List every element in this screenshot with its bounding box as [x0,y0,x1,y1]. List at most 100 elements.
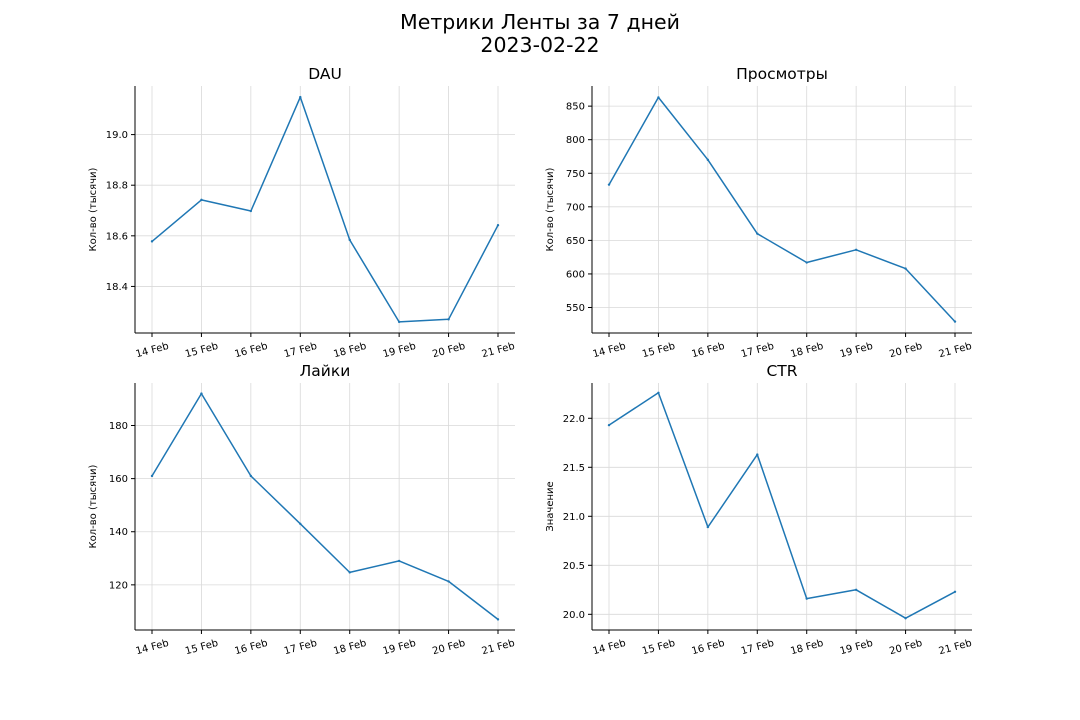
x-tick-label: 20 Feb [431,638,466,657]
y-tick-label: 750 [566,169,585,180]
y-tick-label: 21.5 [563,463,585,474]
data-point [904,617,907,620]
x-tick-label: 16 Feb [691,341,726,360]
data-point [496,223,500,227]
y-tick-label: 800 [566,135,585,146]
y-tick-label: 22.0 [563,414,585,425]
data-point [496,618,500,621]
figure-title: Метрики Ленты за 7 дней [400,10,680,34]
x-tick-label: 19 Feb [382,341,417,360]
y-tick-label: 850 [566,102,585,113]
x-tick-label: 14 Feb [592,341,627,360]
x-tick-label: 15 Feb [641,638,676,657]
x-tick-label: 20 Feb [888,341,923,360]
x-tick-label: 19 Feb [839,341,874,360]
data-point [904,267,907,270]
data-point [607,183,611,186]
data-point [299,522,302,525]
data-point [657,391,660,395]
y-axis-label: Значение [545,481,556,531]
y-tick-label: 21.0 [563,512,585,523]
chart-title: DAU [308,65,342,83]
data-point [200,198,203,202]
data-point [348,571,351,574]
y-tick-label: 18.4 [106,282,128,293]
chart-panel-2: 120 140 160 180 14 Feb 15 Feb 16 Feb 17 Feb 18 F… [88,362,516,657]
data-point [348,238,351,242]
data-point [200,392,203,395]
chart-title: Просмотры [736,65,828,83]
series-line [608,392,956,619]
data-point [854,248,858,251]
x-tick-label: 15 Feb [641,341,676,360]
data-point [607,423,611,427]
figure-date: 2023-02-22 [480,33,600,57]
data-point [756,232,759,235]
x-tick-label: 14 Feb [592,638,627,657]
y-tick-label: 650 [566,236,585,247]
y-tick-label: 20.0 [563,610,585,621]
x-tick-label: 14 Feb [135,341,170,360]
y-tick-label: 550 [566,303,585,314]
chart-title: CTR [766,362,797,380]
x-tick-label: 16 Feb [234,341,269,360]
y-tick-label: 180 [109,421,128,432]
data-point [299,95,302,99]
x-tick-label: 18 Feb [332,341,367,360]
data-point [953,320,957,323]
x-tick-label: 14 Feb [135,638,170,657]
y-tick-label: 700 [566,202,585,213]
y-tick-label: 18.6 [106,231,128,242]
x-tick-label: 20 Feb [431,341,466,360]
y-tick-label: 140 [109,527,128,538]
x-tick-label: 16 Feb [234,638,269,657]
y-tick-label: 120 [109,580,128,591]
data-point [397,320,401,324]
y-axis-label: Кол-во (тысячи) [545,167,556,251]
x-tick-label: 17 Feb [740,341,775,360]
data-point [447,318,450,321]
series-line [608,96,956,323]
x-tick-label: 17 Feb [283,341,318,360]
chart-panel-0: 18.4 18.6 18.8 19.0 14 Feb 15 Feb 16 Feb 17 Feb… [88,65,516,360]
x-tick-label: 16 Feb [691,638,726,657]
data-point [756,453,759,456]
x-tick-label: 21 Feb [481,341,516,360]
data-point [249,209,253,213]
chart-panel-1: 550 600 650 700 750 800 850 14 Feb 15 Feb 16 Feb 1… [545,65,973,360]
y-tick-label: 19.0 [106,130,128,141]
x-tick-label: 20 Feb [888,638,923,657]
data-point [706,525,710,529]
series-line [151,96,499,323]
data-point [706,158,710,162]
x-tick-label: 21 Feb [938,341,973,360]
y-axis-label: Кол-во (тысячи) [88,167,99,251]
data-point [249,474,253,478]
chart-panel-3: 20.0 20.5 21.0 21.5 22.0 14 Feb 15 Feb 16 Feb 17… [545,362,973,657]
data-point [854,588,858,592]
data-point [805,261,808,264]
x-tick-label: 15 Feb [184,341,219,360]
series-line [151,392,499,620]
x-tick-label: 17 Feb [283,638,318,657]
x-tick-label: 18 Feb [789,638,824,657]
y-tick-label: 18.8 [106,181,128,192]
x-tick-label: 18 Feb [789,341,824,360]
data-point [397,559,401,563]
data-point [150,474,154,478]
chart-title: Лайки [300,362,351,380]
data-point [805,597,808,600]
data-point [953,590,957,593]
x-tick-label: 18 Feb [332,638,367,657]
x-tick-label: 17 Feb [740,638,775,657]
x-tick-label: 21 Feb [481,638,516,657]
x-tick-label: 19 Feb [382,638,417,657]
data-point [150,240,154,243]
y-tick-label: 600 [566,269,585,280]
y-tick-label: 20.5 [563,561,585,572]
y-tick-label: 160 [109,474,128,485]
data-point [447,580,450,583]
x-tick-label: 21 Feb [938,638,973,657]
